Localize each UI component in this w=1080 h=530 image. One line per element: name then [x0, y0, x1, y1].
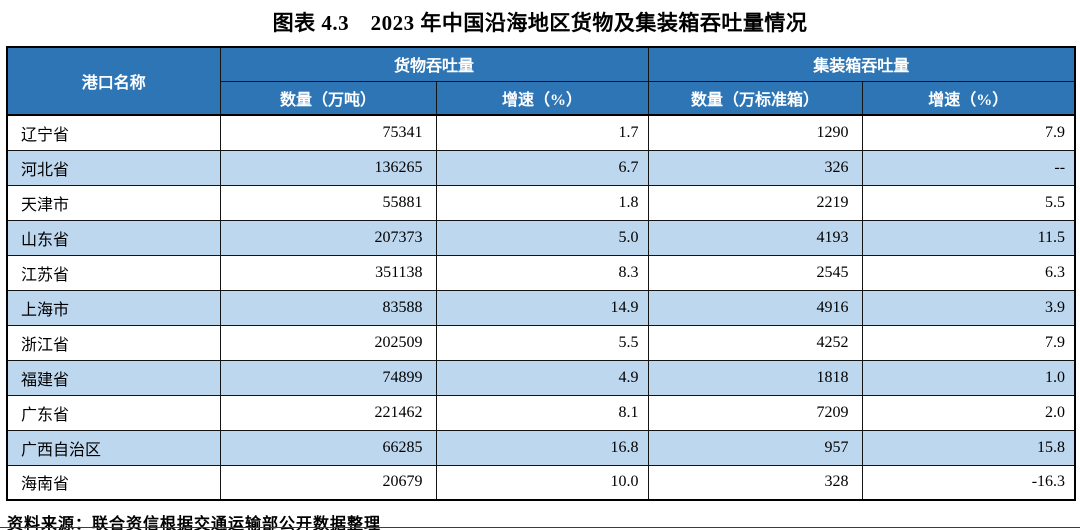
- source-note: 资料来源：联合资信根据交通运输部公开数据整理: [7, 516, 382, 530]
- col-header-port: 港口名称: [6, 46, 221, 116]
- table-row: 辽宁省 75341 1.7 1290 7.9: [6, 114, 1076, 151]
- container-qty-cell: 326: [647, 149, 863, 186]
- cargo-growth-cell: 8.1: [435, 394, 649, 431]
- cargo-qty-cell: 66285: [219, 429, 437, 466]
- container-qty-cell: 1818: [647, 359, 863, 396]
- port-name-cell: 上海市: [6, 289, 221, 326]
- port-name-cell: 广东省: [6, 394, 221, 431]
- cargo-qty-cell: 136265: [219, 149, 437, 186]
- table-header: 港口名称 货物吞吐量 集装箱吞吐量 数量（万吨） 增速（%） 数量（万标准箱） …: [6, 46, 1076, 116]
- col-group-cargo-throughput: 货物吞吐量: [219, 46, 649, 82]
- port-name-cell: 辽宁省: [6, 114, 221, 151]
- container-growth-cell: 7.9: [861, 324, 1076, 361]
- port-name-cell: 山东省: [6, 219, 221, 256]
- table-row: 上海市 83588 14.9 4916 3.9: [6, 289, 1076, 326]
- col-group-container-throughput: 集装箱吞吐量: [647, 46, 1076, 82]
- table-row: 山东省 207373 5.0 4193 11.5: [6, 219, 1076, 256]
- table-row: 浙江省 202509 5.5 4252 7.9: [6, 324, 1076, 361]
- cargo-qty-cell: 351138: [219, 254, 437, 291]
- port-name-cell: 江苏省: [6, 254, 221, 291]
- cargo-qty-cell: 221462: [219, 394, 437, 431]
- container-growth-cell: 5.5: [861, 184, 1076, 221]
- container-qty-cell: 4193: [647, 219, 863, 256]
- container-qty-cell: 1290: [647, 114, 863, 151]
- cargo-growth-cell: 10.0: [435, 464, 649, 501]
- col-header-cargo-qty: 数量（万吨）: [219, 80, 437, 116]
- cargo-qty-cell: 74899: [219, 359, 437, 396]
- port-name-cell: 广西自治区: [6, 429, 221, 466]
- col-header-container-growth: 增速（%）: [861, 80, 1076, 116]
- container-qty-cell: 4252: [647, 324, 863, 361]
- container-growth-cell: 15.8: [861, 429, 1076, 466]
- col-header-cargo-growth: 增速（%）: [435, 80, 649, 116]
- table-row: 天津市 55881 1.8 2219 5.5: [6, 184, 1076, 221]
- col-header-container-qty: 数量（万标准箱）: [647, 80, 863, 116]
- header-group-row: 港口名称 货物吞吐量 集装箱吞吐量: [6, 46, 1076, 116]
- container-growth-cell: 11.5: [861, 219, 1076, 256]
- container-qty-cell: 4916: [647, 289, 863, 326]
- container-qty-cell: 7209: [647, 394, 863, 431]
- port-name-cell: 海南省: [6, 464, 221, 501]
- container-growth-cell: --: [861, 149, 1076, 186]
- container-growth-cell: 1.0: [861, 359, 1076, 396]
- bottom-divider: [0, 527, 1080, 528]
- container-growth-cell: 3.9: [861, 289, 1076, 326]
- cargo-growth-cell: 4.9: [435, 359, 649, 396]
- table-row: 广东省 221462 8.1 7209 2.0: [6, 394, 1076, 431]
- cargo-qty-cell: 55881: [219, 184, 437, 221]
- cargo-qty-cell: 202509: [219, 324, 437, 361]
- cargo-qty-cell: 83588: [219, 289, 437, 326]
- container-qty-cell: 2545: [647, 254, 863, 291]
- cargo-growth-cell: 8.3: [435, 254, 649, 291]
- cargo-growth-cell: 5.0: [435, 219, 649, 256]
- cargo-qty-cell: 75341: [219, 114, 437, 151]
- container-qty-cell: 328: [647, 464, 863, 501]
- cargo-growth-cell: 6.7: [435, 149, 649, 186]
- port-name-cell: 天津市: [6, 184, 221, 221]
- table-row: 江苏省 351138 8.3 2545 6.3: [6, 254, 1076, 291]
- table-row: 广西自治区 66285 16.8 957 15.8: [6, 429, 1076, 466]
- container-growth-cell: 6.3: [861, 254, 1076, 291]
- header-sub-row: 数量（万吨） 增速（%） 数量（万标准箱） 增速（%）: [7, 80, 1076, 116]
- table-row: 河北省 136265 6.7 326 --: [6, 149, 1076, 186]
- page-title: 图表 4.3 2023 年中国沿海地区货物及集装箱吞吐量情况: [272, 11, 808, 35]
- table-row: 福建省 74899 4.9 1818 1.0: [6, 359, 1076, 396]
- cargo-qty-cell: 207373: [219, 219, 437, 256]
- port-name-cell: 福建省: [6, 359, 221, 396]
- cargo-growth-cell: 5.5: [435, 324, 649, 361]
- container-qty-cell: 2219: [647, 184, 863, 221]
- cargo-growth-cell: 14.9: [435, 289, 649, 326]
- cargo-qty-cell: 20679: [219, 464, 437, 501]
- port-name-cell: 河北省: [6, 149, 221, 186]
- table-body: 辽宁省 75341 1.7 1290 7.9 河北省 136265 6.7 32…: [6, 114, 1076, 501]
- cargo-growth-cell: 1.8: [435, 184, 649, 221]
- table-row: 海南省 20679 10.0 328 -16.3: [6, 464, 1076, 501]
- container-qty-cell: 957: [647, 429, 863, 466]
- cargo-growth-cell: 1.7: [435, 114, 649, 151]
- container-growth-cell: 2.0: [861, 394, 1076, 431]
- container-growth-cell: 7.9: [861, 114, 1076, 151]
- cargo-growth-cell: 16.8: [435, 429, 649, 466]
- container-growth-cell: -16.3: [861, 464, 1076, 501]
- port-name-cell: 浙江省: [6, 324, 221, 361]
- throughput-table: 港口名称 货物吞吐量 集装箱吞吐量 数量（万吨） 增速（%） 数量（万标准箱） …: [6, 46, 1077, 501]
